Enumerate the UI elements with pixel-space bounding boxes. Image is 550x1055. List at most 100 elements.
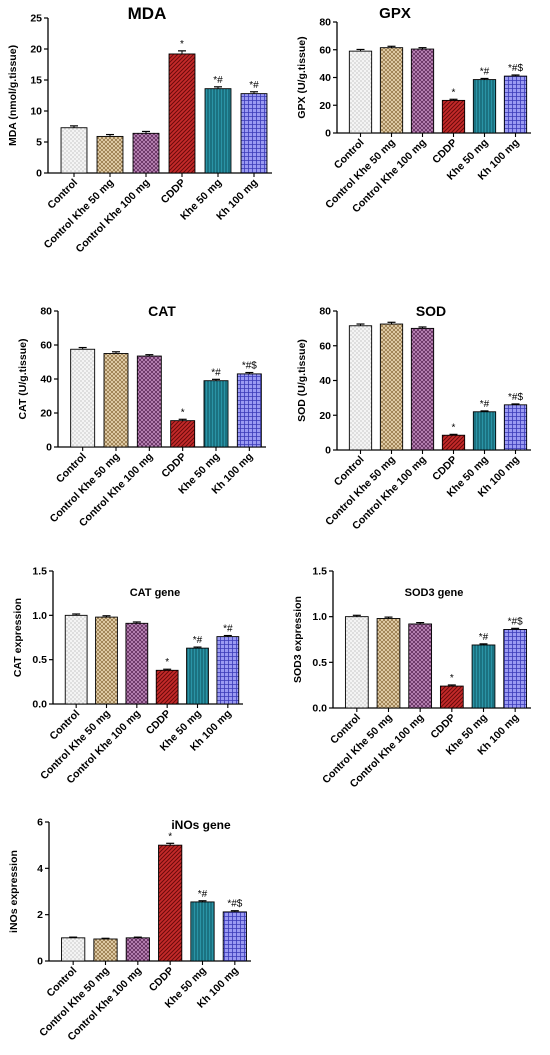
bar xyxy=(222,911,247,962)
significance-label: *#$ xyxy=(508,63,523,74)
y-tick-label: 15 xyxy=(30,75,42,87)
bar xyxy=(125,622,149,705)
bar xyxy=(158,844,183,962)
y-tick-label: 20 xyxy=(319,410,331,422)
bar xyxy=(155,669,179,705)
bar xyxy=(61,937,86,962)
bar xyxy=(103,353,129,448)
significance-label: *# xyxy=(211,367,221,378)
bar xyxy=(348,325,373,451)
significance-label: *# xyxy=(213,75,223,86)
bar xyxy=(471,644,496,709)
bar xyxy=(96,135,124,174)
bar xyxy=(503,629,528,709)
bar xyxy=(64,614,88,705)
y-tick-label: 80 xyxy=(319,17,331,29)
bar xyxy=(408,623,433,709)
bar xyxy=(441,99,466,134)
y-tick-label: 0 xyxy=(46,442,52,454)
y-tick-label: 60 xyxy=(319,44,331,56)
y-tick-label: 40 xyxy=(40,374,52,386)
bar xyxy=(441,434,466,451)
y-tick-label: 60 xyxy=(40,340,52,352)
bar xyxy=(204,88,232,174)
significance-label: * xyxy=(180,39,184,50)
bar xyxy=(379,323,404,451)
y-tick-label: 4 xyxy=(37,863,43,875)
bar xyxy=(348,50,373,134)
chart-panel-sod: SOD SOD (U/g.tissue) 020406080ControlCon… xyxy=(296,303,531,532)
significance-label: * xyxy=(452,87,456,98)
significance-label: *#$ xyxy=(242,361,257,372)
significance-label: *#$ xyxy=(508,616,523,627)
bar xyxy=(95,616,118,705)
y-axis-label: CAT expression xyxy=(12,598,24,677)
bar xyxy=(170,420,196,448)
x-tick-label: CDDP xyxy=(147,965,177,995)
y-axis-label: MDA (nmol/g.tissue) xyxy=(7,45,19,146)
y-tick-label: 1.5 xyxy=(312,566,327,578)
significance-label: *# xyxy=(223,624,233,635)
bar xyxy=(125,937,150,962)
y-tick-label: 6 xyxy=(37,817,43,829)
bar xyxy=(472,411,497,451)
chart-panel-inos-gene: iNOs gene iNOs expression 0246ControlCon… xyxy=(8,817,251,1043)
y-tick-label: 60 xyxy=(319,340,331,352)
bar xyxy=(376,618,401,709)
x-tick-label: Control xyxy=(45,177,80,212)
y-tick-label: 0.0 xyxy=(312,703,327,715)
y-axis-label: SOD (U/g.tissue) xyxy=(296,339,308,422)
y-tick-label: 0 xyxy=(325,128,331,140)
y-tick-label: 0.5 xyxy=(32,654,47,666)
y-axis-label: GPX (U/g.tissue) xyxy=(296,36,308,118)
y-tick-label: 2 xyxy=(37,909,43,921)
y-tick-label: 40 xyxy=(319,375,331,387)
chart-title: CAT xyxy=(148,303,176,319)
bar xyxy=(168,53,196,174)
significance-label: *# xyxy=(193,635,203,646)
y-axis-label: iNOs expression xyxy=(8,850,20,933)
chart-title: SOD xyxy=(416,303,446,319)
y-tick-label: 5 xyxy=(36,137,42,149)
x-tick-label: CDDP xyxy=(430,454,460,484)
y-tick-label: 0.5 xyxy=(312,657,327,669)
y-tick-label: 80 xyxy=(40,306,52,318)
chart-title: GPX xyxy=(379,5,411,22)
bar xyxy=(70,348,96,448)
chart-title: SOD3 gene xyxy=(405,587,464,599)
chart-panel-sod3-gene: SOD3 gene SOD3 expression 0.00.51.01.5Co… xyxy=(292,566,531,790)
significance-label: * xyxy=(181,407,185,418)
y-tick-label: 10 xyxy=(30,106,42,118)
significance-label: *# xyxy=(480,66,490,77)
bar xyxy=(136,355,162,448)
chart-panel-mda: MDA MDA (nmol/g.tissue) 0 5 10 15 20 25 Contro… xyxy=(7,4,272,255)
significance-label: *# xyxy=(480,399,490,410)
bar xyxy=(439,685,464,709)
bar xyxy=(186,647,209,705)
x-tick-label: Control Khe 50 mg xyxy=(42,177,116,251)
bar xyxy=(503,75,528,134)
y-tick-label: 20 xyxy=(30,44,42,56)
bar xyxy=(410,48,435,134)
y-axis-label: CAT (U/g.tissue) xyxy=(17,339,29,420)
y-tick-label: 0 xyxy=(325,445,331,457)
x-tick-label: CDDP xyxy=(159,177,189,207)
bar xyxy=(503,404,528,451)
significance-label: *# xyxy=(479,632,489,643)
bar xyxy=(203,380,229,448)
y-tick-label: 25 xyxy=(30,13,42,25)
significance-label: *#$ xyxy=(227,899,242,910)
bar xyxy=(216,636,240,705)
y-tick-label: 0.0 xyxy=(32,699,47,711)
chart-panel-gpx: GPX GPX (U/g.tissue) 020406080ControlCon… xyxy=(296,5,531,215)
chart-title: CAT gene xyxy=(130,587,181,599)
y-tick-label: 1.0 xyxy=(312,611,327,623)
significance-label: * xyxy=(452,422,456,433)
bar xyxy=(236,373,262,448)
y-tick-label: 0 xyxy=(37,956,43,968)
chart-panel-cat-gene: CAT gene CAT expression 0.00.51.01.5Cont… xyxy=(12,566,243,786)
bar xyxy=(379,47,404,134)
significance-label: * xyxy=(168,831,172,842)
x-tick-label: CDDP xyxy=(159,451,189,481)
